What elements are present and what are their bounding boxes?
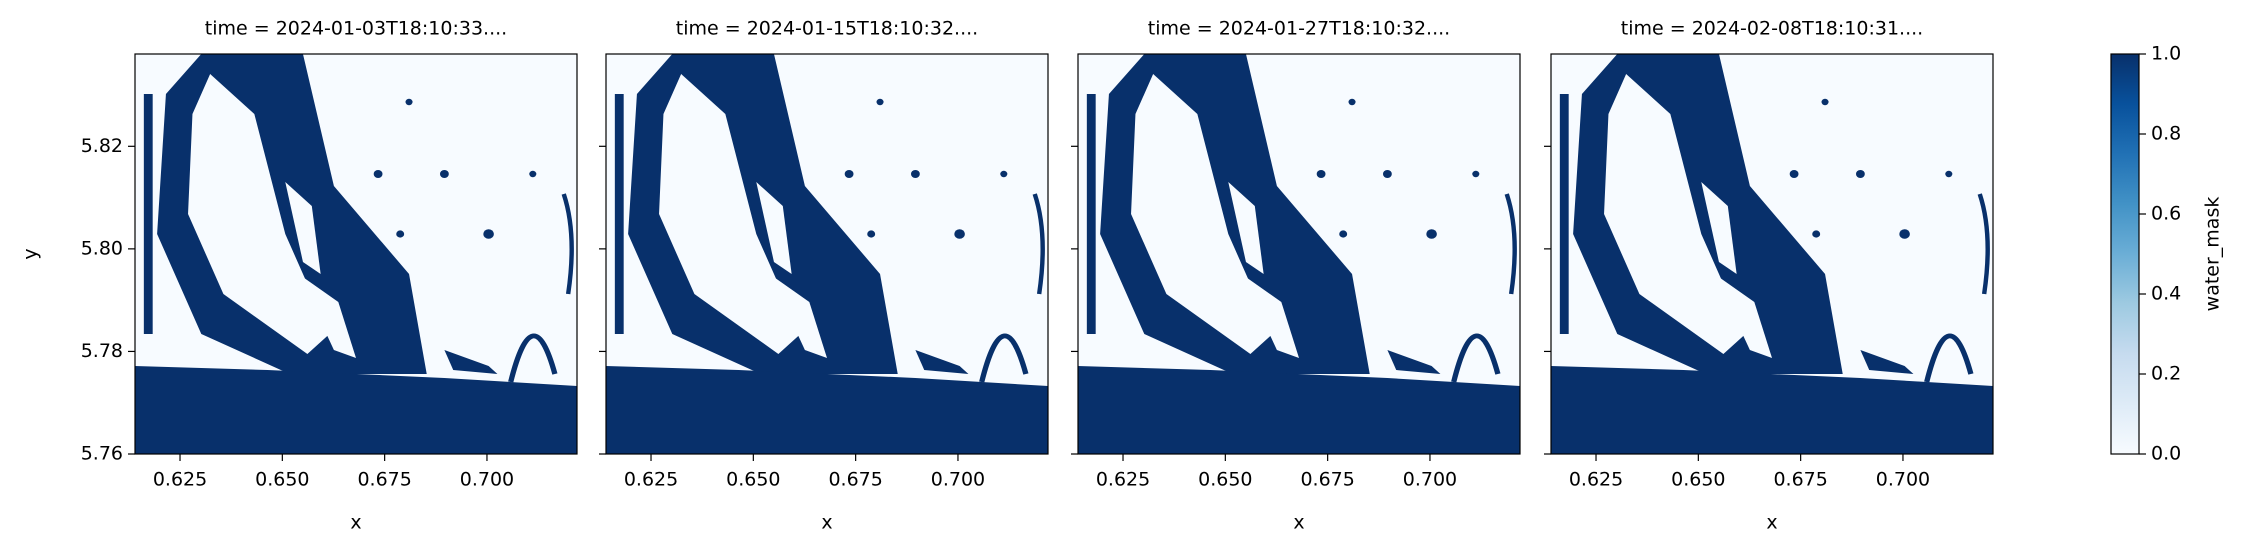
axes-frame [1550,53,1994,455]
x-tick-label: 0.700 [460,469,514,491]
raster-image [606,54,1048,454]
y-axis-label: y [20,248,42,259]
x-tick-label: 0.625 [1096,469,1150,491]
colorbar-tick-label: 0.4 [2151,283,2181,305]
x-tick-label: 0.700 [1403,469,1457,491]
y-tick-label: 5.80 [81,237,123,259]
colorbar-tick-label: 0.2 [2151,363,2181,385]
colorbar-tick-label: 0.0 [2151,443,2181,465]
panel-title: time = 2024-02-08T18:10:31.... [1621,18,1923,40]
axes-frame [605,53,1049,455]
x-tick-label: 0.650 [726,469,780,491]
x-tick-label: 0.625 [153,469,207,491]
x-tick-label: 0.650 [1198,469,1252,491]
raster-image [135,54,577,454]
panel-title: time = 2024-01-15T18:10:32.... [676,18,978,40]
x-tick-label: 0.675 [828,469,882,491]
panel-title: time = 2024-01-27T18:10:32.... [1148,18,1450,40]
x-axis-label: x [1766,512,1777,534]
x-axis-label: x [350,512,361,534]
x-tick-label: 0.700 [931,469,985,491]
colorbar-label: water_mask [2202,197,2224,312]
x-axis-label: x [1293,512,1304,534]
colorbar-tick-label: 0.6 [2151,203,2181,225]
x-tick-label: 0.675 [357,469,411,491]
colorbar-tick-label: 1.0 [2151,43,2181,65]
raster-image [1551,54,1993,454]
x-tick-label: 0.675 [1300,469,1354,491]
colorbar-tick-label: 0.8 [2151,123,2181,145]
panel-title: time = 2024-01-03T18:10:33.... [205,18,507,40]
axes-frame [134,53,578,455]
y-tick-label: 5.78 [81,340,123,362]
x-tick-label: 0.625 [624,469,678,491]
x-tick-label: 0.675 [1773,469,1827,491]
x-tick-label: 0.700 [1876,469,1930,491]
axes-frame [1077,53,1521,455]
colorbar [2110,53,2140,455]
x-tick-label: 0.650 [255,469,309,491]
x-tick-label: 0.625 [1569,469,1623,491]
x-tick-label: 0.650 [1671,469,1725,491]
x-axis-label: x [821,512,832,534]
raster-image [1078,54,1520,454]
y-tick-label: 5.82 [81,135,123,157]
y-tick-label: 5.76 [81,443,123,465]
